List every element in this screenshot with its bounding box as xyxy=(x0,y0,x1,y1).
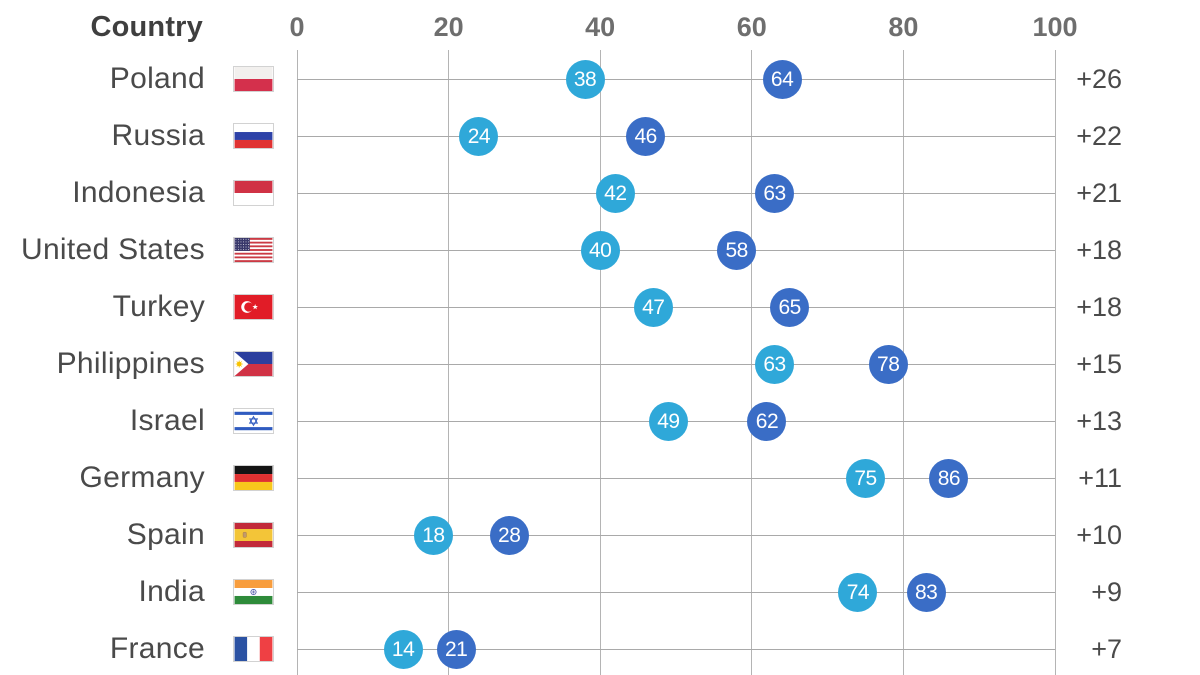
second-value-dot: 65 xyxy=(770,287,810,327)
second-value-dot: 46 xyxy=(626,116,666,156)
row-gridline xyxy=(297,649,1055,650)
second-value-dot: 58 xyxy=(717,230,757,270)
flag-india-icon xyxy=(233,579,274,605)
flag-russia-icon xyxy=(233,123,274,149)
difference-value: +18 xyxy=(1076,235,1122,265)
x-axis-tick: 80 xyxy=(888,12,919,42)
row-gridline xyxy=(297,136,1055,137)
difference-value: +13 xyxy=(1076,406,1122,436)
first-value-dot: 63 xyxy=(755,344,795,384)
difference-value: +26 xyxy=(1076,64,1122,94)
difference-value: +18 xyxy=(1076,292,1122,322)
first-value-dot: 49 xyxy=(648,401,688,441)
x-axis-tick: 40 xyxy=(585,12,616,42)
difference-value: +22 xyxy=(1076,121,1122,151)
flag-spain-icon xyxy=(233,522,274,548)
first-value-dot: 75 xyxy=(846,458,885,498)
first-value-dot: 24 xyxy=(459,116,499,156)
first-value-dot: 40 xyxy=(580,230,620,270)
row-gridline xyxy=(297,364,1055,365)
flag-germany-icon xyxy=(233,465,274,491)
flag-philippines-icon xyxy=(233,351,274,377)
row-gridline xyxy=(297,592,1055,593)
country-label: Spain xyxy=(126,518,205,551)
country-label: Russia xyxy=(111,119,205,152)
second-value-dot: 78 xyxy=(868,344,908,384)
country-label: India xyxy=(138,575,205,608)
flag-poland-icon xyxy=(233,66,274,92)
country-label: Poland xyxy=(109,62,205,95)
row-gridline xyxy=(297,478,1055,479)
first-value-dot: 38 xyxy=(565,59,605,99)
second-value-dot: 63 xyxy=(755,173,795,213)
second-value-dot: 83 xyxy=(906,572,946,612)
difference-value: +21 xyxy=(1076,178,1122,208)
vertical-gridline xyxy=(296,50,298,675)
country-label: United States xyxy=(20,233,205,266)
row-gridline xyxy=(297,193,1055,194)
x-axis-tick: 100 xyxy=(1032,12,1078,42)
x-axis-tick: 20 xyxy=(433,12,464,42)
difference-value: +10 xyxy=(1076,520,1122,550)
difference-value: +7 xyxy=(1091,634,1122,664)
difference-value: +11 xyxy=(1078,463,1122,493)
country-label: Germany xyxy=(79,461,205,494)
row-gridline xyxy=(297,535,1055,536)
vertical-gridline xyxy=(448,50,450,675)
second-value-dot: 64 xyxy=(762,59,802,99)
difference-value: +15 xyxy=(1076,349,1122,379)
vertical-gridline xyxy=(751,50,753,675)
second-value-dot: 28 xyxy=(489,515,529,555)
first-value-dot: 18 xyxy=(413,515,453,555)
country-column-header: Country xyxy=(90,11,203,43)
row-gridline xyxy=(297,250,1055,251)
country-label: Israel xyxy=(129,404,205,437)
country-label: Philippines xyxy=(56,347,205,380)
second-value-dot: 62 xyxy=(747,401,787,441)
first-value-dot: 14 xyxy=(383,629,423,669)
row-gridline xyxy=(297,79,1055,80)
country-label: Turkey xyxy=(112,290,205,323)
vertical-gridline xyxy=(1054,50,1056,675)
difference-value: +9 xyxy=(1091,577,1122,607)
second-value-dot: 21 xyxy=(436,629,476,669)
x-axis-tick: 60 xyxy=(736,12,767,42)
row-gridline xyxy=(297,307,1055,308)
country-label: France xyxy=(109,632,205,665)
flag-united-states-icon xyxy=(233,237,274,263)
flag-indonesia-icon xyxy=(233,180,274,206)
flag-turkey-icon xyxy=(233,294,274,320)
first-value-dot: 47 xyxy=(633,287,673,327)
country-label: Indonesia xyxy=(72,176,205,209)
first-value-dot: 74 xyxy=(838,572,878,612)
flag-france-icon xyxy=(233,636,274,662)
vertical-gridline xyxy=(599,50,601,675)
x-axis-tick: 0 xyxy=(289,12,305,42)
first-value-dot: 42 xyxy=(595,173,635,213)
second-value-dot: 86 xyxy=(929,458,969,498)
flag-israel-icon xyxy=(233,408,274,434)
